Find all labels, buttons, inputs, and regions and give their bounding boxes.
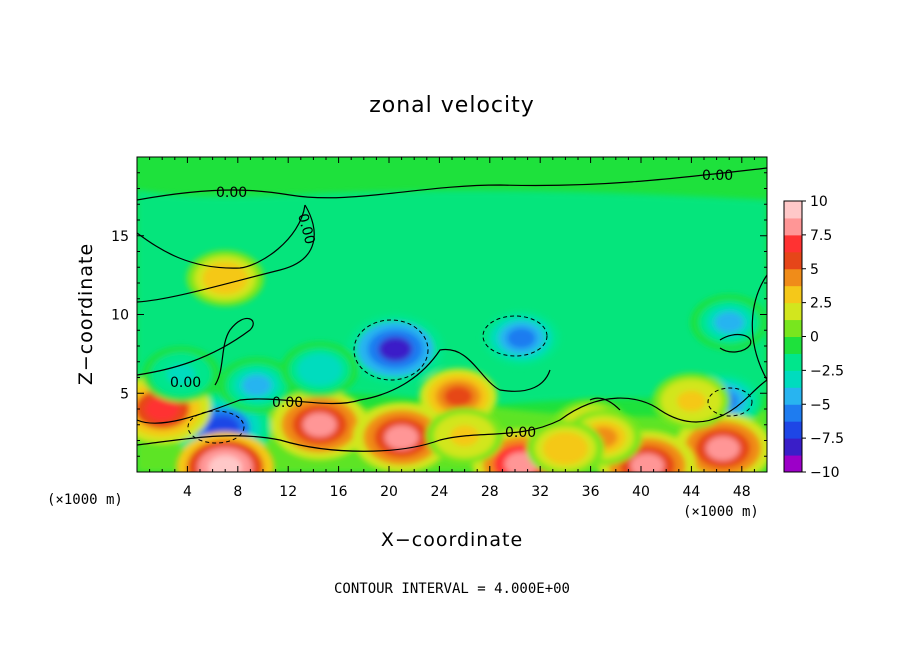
x-tick-label: 8 bbox=[233, 484, 242, 500]
x-tick-label: 44 bbox=[682, 484, 700, 500]
colorbar-segment bbox=[784, 319, 802, 337]
plot-area bbox=[136, 156, 768, 473]
velocity-cell bbox=[506, 327, 536, 349]
colorbar-segment bbox=[784, 455, 802, 473]
contour-zero-left-b bbox=[137, 204, 315, 303]
colorbar-segment bbox=[784, 251, 802, 270]
x-tick-label: 36 bbox=[582, 484, 600, 500]
x-tick-label: 16 bbox=[330, 484, 348, 500]
colorbar-label: 0 bbox=[810, 330, 819, 346]
contour-label: 0.00 bbox=[272, 395, 303, 411]
y-tick-label: 15 bbox=[111, 229, 129, 245]
contour-zero-d bbox=[589, 397, 621, 411]
colorbar-label: −2.5 bbox=[810, 363, 844, 379]
colorbar-segment bbox=[784, 336, 802, 354]
y-axis: 5 10 15 bbox=[111, 172, 767, 457]
velocity-cell bbox=[305, 359, 335, 380]
contour-label: 0.00 bbox=[170, 375, 201, 391]
colorbar-label: 2.5 bbox=[810, 296, 832, 312]
y-tick-label: 5 bbox=[120, 386, 129, 402]
velocity-cell bbox=[384, 425, 419, 450]
x-axis-label: X−coordinate bbox=[381, 529, 523, 551]
colorbar-segment bbox=[784, 370, 802, 388]
colorbar-label: 7.5 bbox=[810, 228, 832, 244]
contour-lines bbox=[137, 167, 767, 452]
velocity-cell bbox=[378, 337, 413, 362]
x-tick-label: 40 bbox=[632, 484, 650, 500]
contour-negative bbox=[187, 315, 753, 444]
contour-interval-note: CONTOUR INTERVAL = 4.000E+00 bbox=[334, 581, 570, 597]
x-tick-label: 20 bbox=[380, 484, 398, 500]
colorbar-segment bbox=[784, 217, 802, 236]
x-tick-label: 32 bbox=[531, 484, 549, 500]
x-tick-label: 28 bbox=[481, 484, 499, 500]
colorbar-segment bbox=[784, 234, 802, 253]
chart-title: zonal velocity bbox=[369, 93, 535, 118]
contour-neg-d bbox=[707, 387, 753, 417]
y-axis-label: Z−coordinate bbox=[75, 243, 97, 385]
contour-label: 0.00 bbox=[216, 185, 247, 201]
x-unit-right: (×1000 m) bbox=[683, 504, 759, 520]
colorbar-label: 10 bbox=[810, 194, 828, 210]
colorbar-segment bbox=[784, 421, 802, 439]
contour-zero-a bbox=[137, 317, 254, 386]
velocity-cell bbox=[630, 453, 665, 472]
velocity-features bbox=[137, 250, 767, 472]
velocity-cell bbox=[302, 412, 337, 437]
colorbar-segment bbox=[784, 285, 802, 304]
contour-zero-c bbox=[137, 379, 767, 452]
x-tick-label: 12 bbox=[279, 484, 297, 500]
contour-zero-e bbox=[719, 333, 752, 353]
contour-label: 0.00 bbox=[702, 168, 733, 184]
colorbar-segment bbox=[784, 404, 802, 422]
colorbar-segment bbox=[784, 387, 802, 405]
x-tick-label: 48 bbox=[733, 484, 751, 500]
velocity-cell bbox=[166, 364, 196, 385]
colorbar-segment bbox=[784, 302, 802, 321]
contour-zero-b bbox=[137, 349, 551, 424]
x-axis: 4 8 12 16 20 24 28 32 36 40 44 48 bbox=[149, 157, 755, 500]
contour-zero-left bbox=[137, 204, 306, 269]
contour-neg-b bbox=[482, 315, 548, 357]
colorbar: 10 7.5 5 2.5 0 −2.5 −5 −7.5 −10 bbox=[783, 194, 844, 481]
colorbar-label: −10 bbox=[810, 465, 840, 481]
x-unit-left: (×1000 m) bbox=[47, 492, 123, 508]
x-tick-label: 24 bbox=[430, 484, 448, 500]
velocity-cell bbox=[208, 455, 243, 472]
colorbar-segment bbox=[784, 353, 802, 371]
contour-label: 0.00 bbox=[505, 425, 536, 441]
contour-zero-right bbox=[751, 274, 767, 381]
contour-neg-c bbox=[187, 410, 245, 444]
x-tick-label: 4 bbox=[183, 484, 192, 500]
colorbar-segment bbox=[784, 438, 802, 456]
velocity-cell bbox=[677, 390, 706, 412]
colorbar-segment bbox=[784, 201, 802, 219]
velocity-cell bbox=[242, 375, 272, 396]
velocity-cell bbox=[145, 396, 180, 422]
colorbar-label: −5 bbox=[810, 397, 831, 413]
colorbar-segment bbox=[784, 268, 802, 287]
colorbar-label: 5 bbox=[810, 262, 819, 278]
contour-label: 0.00 bbox=[294, 212, 318, 246]
velocity-cell bbox=[714, 312, 744, 333]
velocity-cell bbox=[706, 436, 740, 461]
colorbar-label: −7.5 bbox=[810, 431, 844, 447]
velocity-cell bbox=[210, 267, 240, 289]
y-tick-label: 10 bbox=[111, 308, 129, 324]
contour-neg-a bbox=[353, 319, 429, 381]
velocity-cell bbox=[551, 438, 580, 459]
velocity-cell bbox=[443, 386, 473, 407]
contour-zero-upper bbox=[137, 167, 767, 201]
